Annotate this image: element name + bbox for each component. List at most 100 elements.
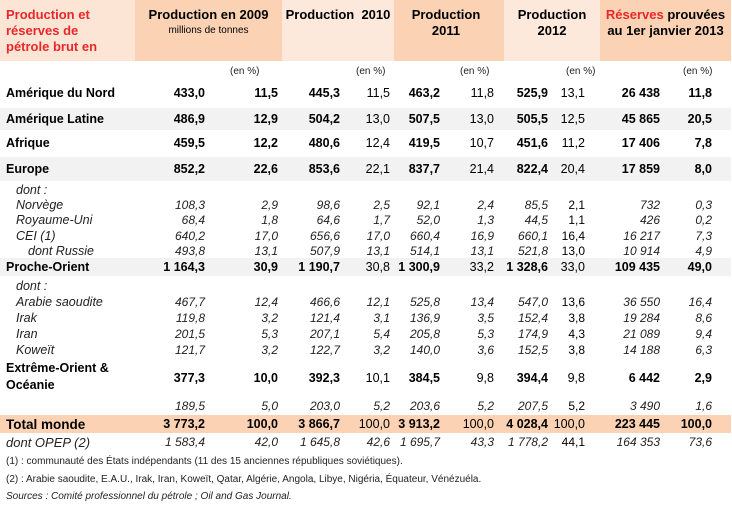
percent-cell: 5,2 [477, 399, 494, 413]
header-2012-line2: 2012 [537, 23, 567, 38]
pct-label-reserves: (en %) [683, 66, 713, 77]
row-label: Proche-Orient [6, 259, 90, 274]
percent-cell: 9,4 [695, 326, 712, 341]
pct-label-2011: (en %) [460, 66, 490, 77]
value-cell: 853,6 [308, 161, 340, 176]
value-cell: 525,9 [516, 85, 548, 100]
value-cell: 507,5 [408, 111, 440, 126]
percent-cell: 13,1 [470, 243, 494, 258]
percent-cell: 4,3 [568, 326, 585, 341]
percent-cell: 2,9 [261, 197, 278, 212]
reserves-date-label: au 1er janvier 2013 [607, 23, 724, 38]
table-row: Royaume-Uni 68,4 1,8 64,6 1,7 52,0 1,3 44,5 1,1 4… [0, 212, 731, 228]
percent-cell: 3,2 [261, 342, 278, 357]
value-cell: 640,2 [174, 228, 205, 243]
percent-cell: 1,7 [373, 212, 390, 227]
value-cell: 480,6 [308, 135, 340, 150]
value-cell: 44,5 [524, 212, 548, 227]
row-label: Total monde [6, 416, 86, 432]
percent-cell: 0,2 [695, 212, 712, 227]
unit-label: millions de tonnes [168, 25, 249, 36]
percent-cell: 8,0 [694, 161, 712, 176]
percent-cell: 5,2 [373, 399, 390, 413]
header-2010: Production 2010 [282, 0, 394, 61]
table-row: Europe 852,2 22,6 853,6 22,1 837,7 21,4 822,4 20… [0, 157, 731, 181]
row-label: Extrême-Orient & Océanie [6, 361, 109, 392]
value-cell: 207,5 [517, 399, 548, 413]
percent-cell: 16,9 [470, 228, 494, 243]
value-cell: 189,5 [174, 399, 205, 413]
percent-cell: 9,8 [476, 370, 494, 385]
value-cell: 660,1 [517, 228, 548, 243]
header-2009-label: Production en 2009 [148, 7, 269, 22]
value-cell: 68,4 [181, 212, 205, 227]
percent-cell: 5,3 [477, 326, 494, 341]
value-cell: 547,0 [517, 294, 548, 309]
header-2012-line1: Production [517, 7, 587, 22]
table-row: Iran 201,5 5,3 207,1 5,4 205,8 5,3 174,9 4,3 21 0… [0, 326, 731, 342]
value-cell: 164 353 [616, 434, 660, 449]
value-cell: 1 190,7 [298, 259, 340, 274]
value-cell: 174,9 [517, 326, 548, 341]
value-cell: 98,6 [316, 197, 340, 212]
value-cell: 109 435 [614, 259, 660, 274]
percent-cell: 1,8 [261, 212, 278, 227]
percent-cell: 13,1 [560, 85, 585, 100]
row-label: Afrique [6, 135, 50, 150]
percent-cell: 13,1 [366, 243, 390, 258]
sources-note: Sources : Comité professionnel du pétrol… [6, 491, 292, 502]
reserves-rest-label: prouvées [663, 7, 726, 22]
percent-cell: 11,5 [366, 85, 390, 100]
value-cell: 64,6 [316, 212, 340, 227]
percent-cell: 20,5 [687, 111, 712, 126]
table-row: Amérique du Nord 433,0 11,5 445,3 11,5 463,2 1… [0, 82, 731, 104]
value-cell: 419,5 [408, 135, 440, 150]
value-cell: 852,2 [173, 161, 205, 176]
percent-cell: 11,2 [561, 135, 585, 150]
percent-cell: 12,5 [560, 111, 585, 126]
value-cell: 1 645,8 [299, 434, 340, 449]
value-cell: 136,9 [409, 310, 440, 325]
header-2011-line1: Production [411, 7, 481, 22]
value-cell: 3 773,2 [163, 416, 205, 431]
value-cell: 203,0 [309, 399, 340, 413]
percent-cell: 100,0 [680, 416, 712, 431]
value-cell: 207,1 [309, 326, 340, 341]
row-label: dont : [16, 182, 48, 197]
row-label: Amérique Latine [6, 111, 104, 126]
percent-cell: 2,5 [373, 197, 390, 212]
value-cell: 377,3 [173, 370, 205, 385]
percent-cell: 5,3 [261, 326, 278, 341]
value-cell: 85,5 [524, 197, 548, 212]
header-2011-line2: 2011 [431, 23, 461, 38]
percent-cell: 9,8 [567, 370, 585, 385]
percent-cell: 11,8 [470, 85, 494, 100]
table-row: CEI (1) 640,2 17,0 656,6 17,0 660,4 16,9 660,1 1… [0, 228, 731, 244]
value-cell: 656,6 [309, 228, 340, 243]
value-cell: 467,7 [174, 294, 205, 309]
percent-cell: 3,5 [477, 310, 494, 325]
percent-cell: 2,4 [477, 197, 494, 212]
percent-cell: 100,0 [553, 416, 585, 431]
value-cell: 108,3 [174, 197, 205, 212]
percent-cell: 12,9 [253, 111, 278, 126]
percent-cell: 49,0 [687, 259, 712, 274]
value-cell: 1 164,3 [163, 259, 205, 274]
row-label: Royaume-Uni [16, 212, 93, 227]
pct-label-2009: (en %) [230, 66, 260, 77]
percent-cell: 22,6 [253, 161, 278, 176]
value-cell: 121,4 [309, 310, 340, 325]
percent-cell: 16,4 [561, 228, 585, 243]
value-cell: 3 490 [629, 399, 660, 413]
percent-cell: 13,0 [469, 111, 494, 126]
percent-cell: 11,8 [688, 85, 712, 100]
value-cell: 1 300,9 [398, 259, 440, 274]
percent-cell: 3,8 [568, 310, 585, 325]
percent-cell: 5,0 [261, 399, 278, 413]
percent-cell: 13,0 [365, 111, 390, 126]
value-cell: 205,8 [409, 326, 440, 341]
percent-cell: 22,1 [365, 161, 390, 176]
row-label: Norvège [16, 197, 64, 212]
percent-cell: 30,8 [365, 259, 390, 274]
table-row: Irak 119,8 3,2 121,4 3,1 136,9 3,5 152,4 3,8 19 2… [0, 310, 731, 326]
